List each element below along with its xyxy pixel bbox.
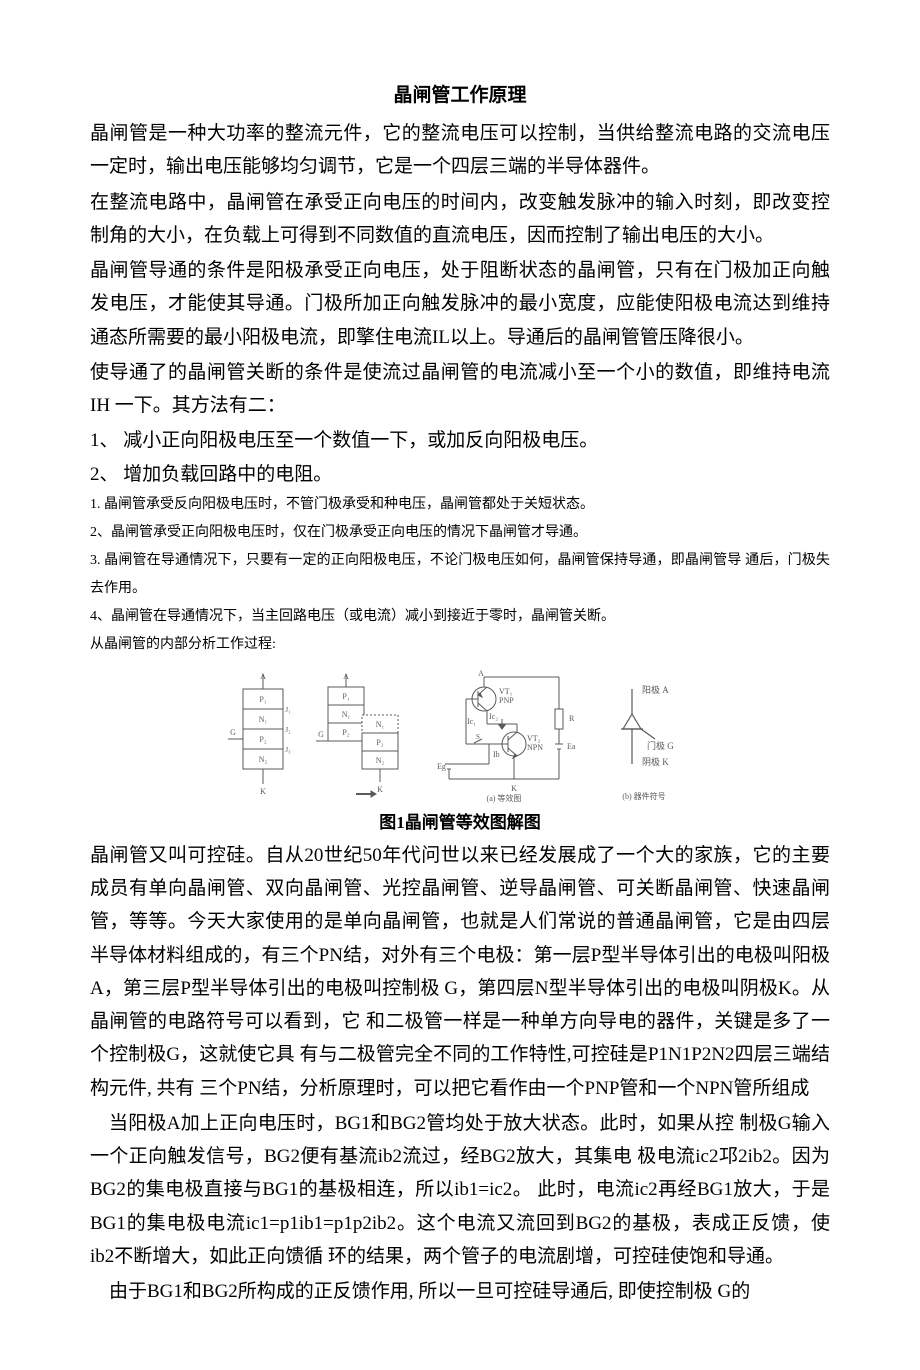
label-A: A bbox=[260, 672, 266, 681]
diagram-circuit-icon: A VT₁ PNP VT₂ NPN R Ea Eg Ic₂ Ic₁ Ib K S… bbox=[429, 669, 579, 804]
label-P1: P₁ bbox=[259, 695, 266, 704]
label-K2: K bbox=[377, 785, 383, 794]
figure-caption: 图1晶闸管等效图解图 bbox=[90, 808, 830, 833]
page-title: 晶闸管工作原理 bbox=[90, 80, 830, 107]
label-J2: J₂ bbox=[285, 726, 291, 734]
svg-text:S: S bbox=[476, 733, 480, 741]
numbered-item-1: 1、 减小正向阳极电压至一个数值一下，或加反向阳极电压。 bbox=[90, 424, 830, 457]
label-N2b: N₂ bbox=[376, 756, 385, 765]
paragraph-2: 在整流电路中，晶闸管在承受正向电压的时间内，改变触发脉冲的输入时刻，即改变控制角… bbox=[90, 186, 830, 253]
small-item-3: 3. 晶闸管在导通情况下，只要有一定的正向阳极电压，不论门极电压如何，晶闸管保持… bbox=[90, 547, 830, 603]
small-item-2: 2、晶闸管承受正向阳极电压时，仅在门极承受正向电压的情况下晶闸管才导通。 bbox=[90, 519, 830, 547]
label-P1b: P₁ bbox=[342, 692, 349, 701]
paragraph-3: 晶闸管导通的条件是阳极承受正向电压，处于阻断状态的晶闸管，只有在门极加正向触发电… bbox=[90, 254, 830, 354]
paragraph-6: 当阳极A加上正向电压时，BG1和BG2管均处于放大状态。此时，如果从控 制极G输… bbox=[90, 1107, 830, 1273]
label-P2: P₂ bbox=[259, 735, 266, 744]
label-N1: N₁ bbox=[259, 715, 268, 724]
label-N2: N₂ bbox=[259, 755, 268, 764]
small-item-5: 从晶闸管的内部分析工作过程: bbox=[90, 631, 830, 659]
label-A3: A bbox=[478, 669, 484, 678]
diagram-symbol-icon: 阳极 A 阴极 K 门极 G (b) 器件符号 bbox=[597, 669, 692, 804]
label-cathode: 阴极 K bbox=[642, 756, 669, 767]
paragraph-7: 由于BG1和BG2所构成的正反馈作用, 所以一旦可控硅导通后, 即使控制极 G的 bbox=[90, 1275, 830, 1308]
label-N1c: N₁ bbox=[376, 720, 385, 729]
label-Ic2: Ic₂ bbox=[489, 712, 498, 721]
label-Ic1: Ic₁ bbox=[467, 717, 476, 726]
label-gate: 门极 G bbox=[647, 740, 674, 751]
label-Ib: Ib bbox=[493, 750, 500, 759]
label-Eg: Eg bbox=[437, 762, 446, 771]
label-K3: K bbox=[511, 784, 517, 793]
label-Ea: Ea bbox=[567, 742, 576, 751]
small-item-4: 4、晶闸管在导通情况下，当主回路电压（或电流）减小到接近于零时，晶闸管关断。 bbox=[90, 603, 830, 631]
label-P2c: P₂ bbox=[376, 738, 383, 747]
label-G: G bbox=[230, 728, 236, 737]
label-P2b: P₂ bbox=[342, 728, 349, 737]
paragraph-5: 晶闸管又叫可控硅。自从20世纪50年代问世以来已经发展成了一个大的家族，它的主要… bbox=[90, 839, 830, 1105]
numbered-item-2: 2、 增加负载回路中的电阻。 bbox=[90, 458, 830, 491]
label-VT2: VT₂ bbox=[527, 734, 541, 743]
label-sub-a: (a) 等效图 bbox=[487, 793, 522, 803]
label-VT1: VT₁ bbox=[499, 687, 513, 696]
figure-1: A P₁ N₁ P₂ N₂ K G J₁ J₂ J₃ bbox=[90, 669, 830, 804]
label-N1b: N₁ bbox=[342, 710, 351, 719]
diagram-split-icon: A P₁ N₁ P₂ N₁ P₂ N₂ K G bbox=[316, 669, 411, 799]
diagram-layers-icon: A P₁ N₁ P₂ N₂ K G J₁ J₂ J₃ bbox=[228, 669, 298, 799]
label-R: R bbox=[569, 714, 575, 723]
label-PNP: PNP bbox=[499, 696, 514, 705]
label-J1: J₁ bbox=[285, 706, 290, 714]
label-A2: A bbox=[343, 672, 349, 681]
label-K: K bbox=[260, 787, 266, 796]
small-item-1: 1. 晶闸管承受反向阳极电压时，不管门极承受和种电压，晶闸管都处于关短状态。 bbox=[90, 491, 830, 519]
label-sub-b: (b) 器件符号 bbox=[622, 791, 665, 801]
label-anode: 阳极 A bbox=[642, 684, 669, 695]
paragraph-1: 晶闸管是一种大功率的整流元件，它的整流电压可以控制，当供给整流电路的交流电压一定… bbox=[90, 117, 830, 184]
label-J3: J₃ bbox=[285, 746, 291, 754]
label-NPN: NPN bbox=[527, 743, 543, 752]
label-G2: G bbox=[318, 730, 324, 739]
paragraph-4: 使导通了的晶闸管关断的条件是使流过晶闸管的电流减小至一个小的数值，即维持电流IH… bbox=[90, 356, 830, 423]
